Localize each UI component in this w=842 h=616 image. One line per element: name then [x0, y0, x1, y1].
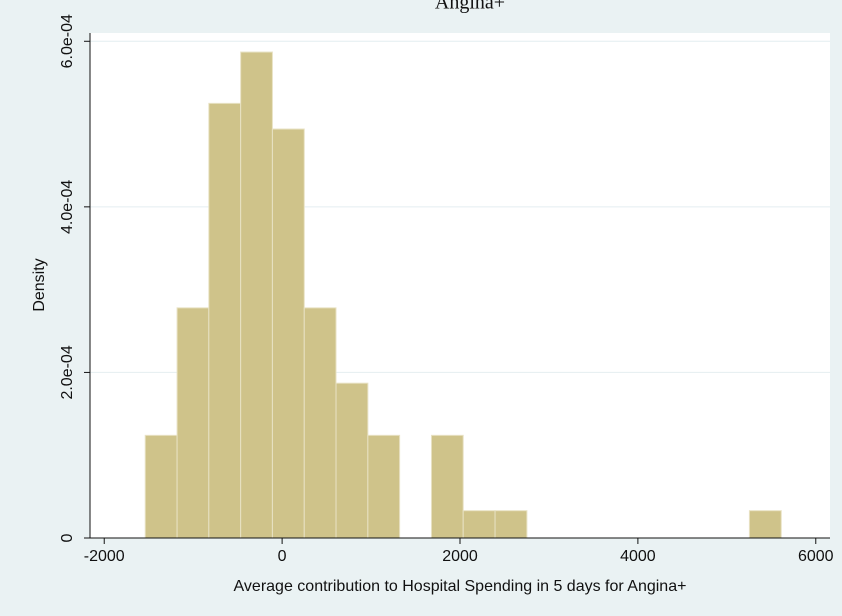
x-tick-label: -2000 [84, 548, 125, 565]
chart-title: Angina+ [435, 0, 505, 14]
x-tick-label: 6000 [798, 548, 834, 565]
bar [462, 510, 496, 539]
x-tick-label: 2000 [442, 548, 478, 565]
bar [208, 102, 242, 539]
bar [144, 434, 178, 539]
bar [430, 434, 464, 539]
bar [271, 128, 305, 539]
x-tick-label: 0 [278, 548, 287, 565]
y-axis-label: Density [31, 258, 48, 311]
bar [176, 307, 210, 539]
bar [335, 382, 369, 539]
bar [303, 307, 337, 539]
bar [240, 51, 273, 539]
bar [494, 510, 528, 539]
y-tick-label: 2.0e-04 [59, 345, 76, 399]
x-tick-label: 4000 [620, 548, 656, 565]
bar [367, 434, 401, 539]
y-tick-label: 4.0e-04 [59, 180, 76, 234]
x-axis-label: Average contribution to Hospital Spendin… [234, 578, 687, 595]
y-tick-label: 6.0e-04 [59, 14, 76, 68]
bar [748, 510, 782, 539]
y-tick-label: 0 [59, 533, 76, 542]
